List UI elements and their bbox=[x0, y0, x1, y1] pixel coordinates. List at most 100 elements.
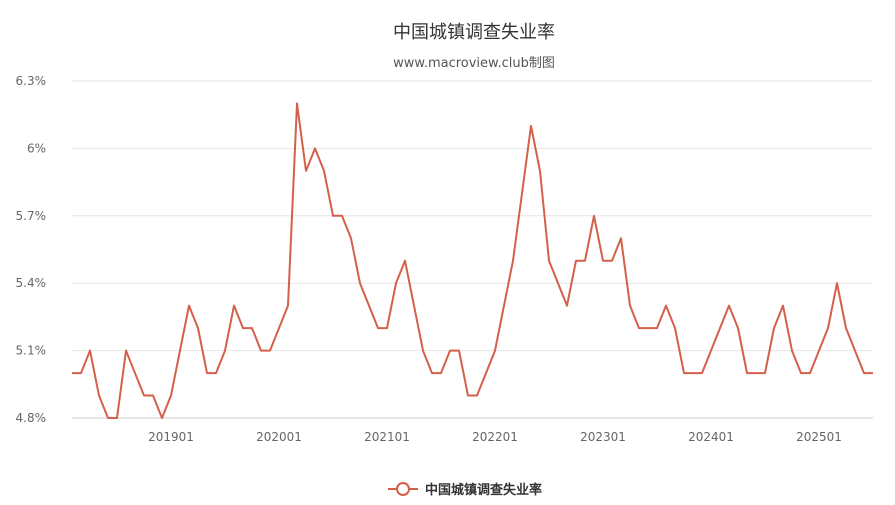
data-point[interactable] bbox=[85, 346, 95, 356]
x-axis-ticks: 201901 202001 202101 202201 202301 202401 2025… bbox=[148, 430, 842, 444]
data-point[interactable] bbox=[301, 166, 311, 176]
data-point[interactable] bbox=[580, 256, 590, 266]
data-point[interactable] bbox=[616, 233, 626, 243]
data-point[interactable] bbox=[832, 278, 842, 288]
data-point[interactable] bbox=[427, 368, 437, 378]
data-point[interactable] bbox=[796, 368, 806, 378]
data-point[interactable] bbox=[400, 256, 410, 266]
data-point[interactable] bbox=[445, 346, 455, 356]
data-point[interactable] bbox=[751, 368, 761, 378]
data-point[interactable] bbox=[868, 368, 878, 378]
data-point[interactable] bbox=[418, 346, 428, 356]
data-point[interactable] bbox=[292, 98, 302, 108]
data-point[interactable] bbox=[67, 368, 77, 378]
data-point[interactable] bbox=[535, 166, 545, 176]
data-point[interactable] bbox=[787, 346, 797, 356]
data-point[interactable] bbox=[139, 391, 149, 401]
data-point[interactable] bbox=[625, 301, 635, 311]
data-point[interactable] bbox=[553, 278, 563, 288]
data-point[interactable] bbox=[463, 391, 473, 401]
y-tick-label: 4.8% bbox=[16, 411, 47, 425]
data-point[interactable] bbox=[490, 346, 500, 356]
data-point[interactable] bbox=[193, 323, 203, 333]
data-point[interactable] bbox=[103, 413, 113, 423]
data-point[interactable] bbox=[688, 368, 698, 378]
data-point[interactable] bbox=[274, 323, 284, 333]
x-tick-label: 202401 bbox=[688, 430, 734, 444]
data-point[interactable] bbox=[544, 256, 554, 266]
data-point[interactable] bbox=[391, 278, 401, 288]
data-point[interactable] bbox=[841, 323, 851, 333]
data-point[interactable] bbox=[670, 323, 680, 333]
data-point[interactable] bbox=[310, 143, 320, 153]
data-point[interactable] bbox=[157, 413, 167, 423]
data-point[interactable] bbox=[778, 301, 788, 311]
data-point[interactable] bbox=[364, 301, 374, 311]
data-point[interactable] bbox=[679, 368, 689, 378]
data-point[interactable] bbox=[247, 323, 257, 333]
data-point[interactable] bbox=[148, 391, 158, 401]
y-tick-label: 5.7% bbox=[16, 209, 47, 223]
data-point[interactable] bbox=[643, 323, 653, 333]
data-point[interactable] bbox=[454, 346, 464, 356]
data-point[interactable] bbox=[481, 368, 491, 378]
data-point[interactable] bbox=[724, 301, 734, 311]
data-point[interactable] bbox=[760, 368, 770, 378]
legend[interactable]: 中国城镇调查失业率 bbox=[388, 482, 542, 498]
data-point[interactable] bbox=[697, 368, 707, 378]
data-point[interactable] bbox=[130, 368, 140, 378]
data-point[interactable] bbox=[265, 346, 275, 356]
data-point[interactable] bbox=[337, 211, 347, 221]
data-point[interactable] bbox=[211, 368, 221, 378]
data-point[interactable] bbox=[76, 368, 86, 378]
data-point[interactable] bbox=[328, 211, 338, 221]
y-axis-ticks: 4.8% 5.1% 5.4% 5.7% 6% 6.3% bbox=[16, 74, 47, 425]
gridlines bbox=[72, 80, 873, 419]
data-point[interactable] bbox=[319, 166, 329, 176]
data-point[interactable] bbox=[661, 301, 671, 311]
data-point[interactable] bbox=[562, 301, 572, 311]
data-point[interactable] bbox=[823, 323, 833, 333]
data-point[interactable] bbox=[409, 301, 419, 311]
data-point[interactable] bbox=[733, 323, 743, 333]
data-point[interactable] bbox=[499, 301, 509, 311]
data-point[interactable] bbox=[814, 346, 824, 356]
y-tick-label: 6.3% bbox=[16, 74, 47, 88]
data-point[interactable] bbox=[706, 346, 716, 356]
data-point[interactable] bbox=[355, 278, 365, 288]
data-point[interactable] bbox=[715, 323, 725, 333]
data-point[interactable] bbox=[283, 301, 293, 311]
data-point[interactable] bbox=[634, 323, 644, 333]
data-point[interactable] bbox=[346, 233, 356, 243]
y-tick-label: 6% bbox=[27, 141, 46, 155]
data-point[interactable] bbox=[598, 256, 608, 266]
data-point[interactable] bbox=[112, 413, 122, 423]
data-point[interactable] bbox=[805, 368, 815, 378]
data-point[interactable] bbox=[607, 256, 617, 266]
data-point[interactable] bbox=[229, 301, 239, 311]
data-point[interactable] bbox=[202, 368, 212, 378]
data-point[interactable] bbox=[436, 368, 446, 378]
data-point[interactable] bbox=[571, 256, 581, 266]
data-point[interactable] bbox=[508, 256, 518, 266]
data-point[interactable] bbox=[238, 323, 248, 333]
data-point[interactable] bbox=[652, 323, 662, 333]
data-point[interactable] bbox=[472, 391, 482, 401]
data-point[interactable] bbox=[526, 121, 536, 131]
data-point[interactable] bbox=[589, 211, 599, 221]
series-line[interactable] bbox=[72, 102, 873, 419]
data-point[interactable] bbox=[742, 368, 752, 378]
data-point[interactable] bbox=[220, 346, 230, 356]
data-point[interactable] bbox=[94, 391, 104, 401]
data-point[interactable] bbox=[166, 391, 176, 401]
data-point[interactable] bbox=[373, 323, 383, 333]
data-point[interactable] bbox=[769, 323, 779, 333]
data-point[interactable] bbox=[184, 301, 194, 311]
data-point[interactable] bbox=[175, 346, 185, 356]
data-point[interactable] bbox=[121, 346, 131, 356]
data-point[interactable] bbox=[517, 188, 527, 198]
data-point[interactable] bbox=[382, 323, 392, 333]
data-point[interactable] bbox=[850, 346, 860, 356]
data-point[interactable] bbox=[256, 346, 266, 356]
data-point[interactable] bbox=[859, 368, 869, 378]
